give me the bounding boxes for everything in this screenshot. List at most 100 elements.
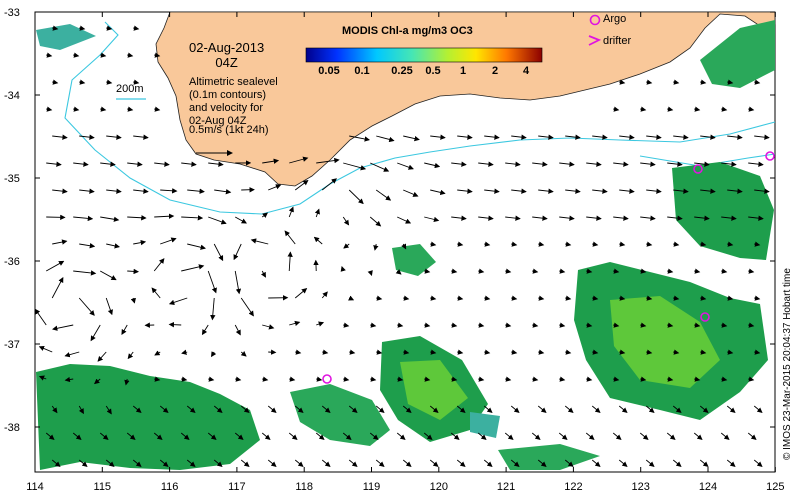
velocity-arrow [483,405,493,413]
velocity-arrow [287,251,293,272]
velocity-arrow [727,134,743,140]
velocity-arrow [451,322,458,328]
velocity-arrow [208,161,224,167]
velocity-arrow [403,135,420,142]
isobath-200m-east [639,153,776,167]
velocity-arrow [106,25,113,31]
velocity-arrow [370,322,377,328]
velocity-arrow [727,79,734,85]
velocity-arrow [133,188,149,194]
velocity-arrow [402,405,412,413]
velocity-arrow [342,432,352,440]
velocity-arrow [423,432,433,440]
lon-tick-label: 125 [766,481,784,493]
lat-tick-label: -35 [4,173,20,185]
velocity-arrow [754,79,761,85]
velocity-arrow [213,459,223,467]
velocity-arrow [591,405,601,413]
velocity-arrow [132,459,142,467]
velocity-arrow [532,215,548,221]
velocity-arrow [127,52,134,58]
velocity-arrow [94,378,101,385]
velocity-arrow [510,405,520,413]
velocity-arrow [181,349,188,355]
velocity-arrow [451,268,458,274]
velocity-arrow [214,188,232,195]
velocity-arrow [450,432,460,440]
velocity-arrow [289,320,301,326]
velocity-arrow [613,215,629,221]
velocity-arrow [348,189,364,205]
velocity-arrow [591,459,601,467]
velocity-arrow [52,188,68,194]
velocity-arrow [505,161,521,167]
lat-tick-label: -38 [4,422,20,434]
date-text: 02-Aug-2013 [189,40,265,55]
velocity-arrow [100,216,120,222]
velocity-arrow [234,324,241,336]
velocity-arrow [72,432,82,440]
lat-tick-label: -33 [4,7,20,19]
velocity-arrow [700,349,707,355]
velocity-arrow [267,405,277,413]
argo-floats [322,151,775,384]
velocity-arrow [721,322,728,328]
velocity-arrow [484,188,500,194]
velocity-arrow [294,405,304,413]
argo-float [700,312,710,322]
velocity-arrow [73,52,80,58]
lat-tick-label: -34 [4,90,20,102]
velocity-arrow [424,322,431,328]
velocity-arrow [483,459,493,467]
velocity-arrow [187,243,206,250]
velocity-arrow [646,79,653,85]
velocity-arrow [213,243,224,262]
velocity-arrow [78,405,84,415]
velocity-arrow [284,230,296,245]
velocity-arrow [645,459,655,467]
velocity-arrow [403,295,410,301]
velocity-arrow [511,349,518,355]
velocity-arrow [430,189,446,196]
velocity-arrow [748,268,755,274]
velocity-arrow [613,268,620,274]
velocity-arrow [321,405,331,413]
velocity-arrow [340,265,346,272]
velocity-arrow [127,351,134,360]
velocity-arrow [46,52,53,58]
velocity-arrow [124,378,130,386]
velocity-arrow [586,215,602,221]
velocity-arrow [322,349,329,355]
velocity-arrow [343,376,350,382]
velocity-arrow [726,405,736,413]
velocity-arrow [38,375,47,381]
velocity-arrow [673,134,689,140]
velocity-arrow [235,376,242,382]
velocity-arrow [52,25,59,31]
velocity-arrow [538,134,554,140]
velocity-arrow [151,287,161,299]
map-date: 02-Aug-2013 04Z [189,40,264,70]
velocity-arrow [586,376,593,382]
velocity-arrow [349,349,356,355]
velocity-arrow [315,432,325,440]
velocity-arrow [260,270,266,278]
velocity-arrow [721,215,737,221]
velocity-arrow [133,79,140,85]
copyright: © IMOS 23-Mar-2015 20:04:37 Hobart time [782,268,793,460]
velocity-arrow [99,432,109,440]
velocity-arrow [646,295,653,301]
velocity-arrow [73,270,97,276]
velocity-arrow [233,243,242,261]
velocity-arrow [613,106,620,112]
velocity-arrow [727,295,734,301]
velocity-arrow [51,405,58,414]
velocity-arrow [240,297,254,317]
lon-tick-label: 118 [295,481,313,493]
velocity-arrow [618,459,628,467]
velocity-arrow [121,324,128,335]
velocity-arrow [666,432,676,440]
velocity-arrow [90,324,101,342]
velocity-arrow [64,351,80,358]
velocity-arrow [700,134,716,140]
